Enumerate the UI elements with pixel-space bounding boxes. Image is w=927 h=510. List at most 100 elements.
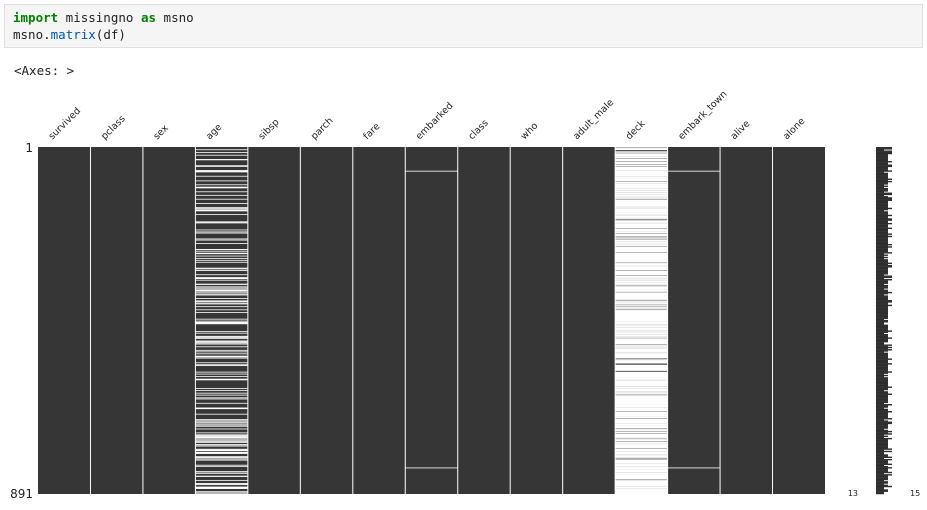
sparkline-bar bbox=[876, 371, 892, 373]
missing-line bbox=[195, 340, 248, 342]
sparkline-bar bbox=[876, 152, 892, 155]
sparkline-bar bbox=[876, 178, 892, 180]
sparkline-bar bbox=[876, 189, 888, 191]
missing-line bbox=[615, 479, 668, 481]
sparkline-bar bbox=[876, 241, 888, 244]
missing-line bbox=[615, 386, 668, 387]
missing-line bbox=[615, 149, 668, 151]
sparkline-bar bbox=[876, 155, 888, 157]
sparkline-bar bbox=[876, 442, 888, 444]
missing-line bbox=[615, 261, 668, 263]
sparkline-bar bbox=[876, 329, 888, 331]
sparkline-bar bbox=[876, 450, 892, 453]
sparkline-bar bbox=[876, 172, 888, 175]
sparkline-bar bbox=[876, 176, 888, 178]
sparkline-bar bbox=[876, 353, 888, 356]
missing-line bbox=[615, 390, 668, 392]
column-label-who: who bbox=[519, 120, 541, 142]
sparkline-bar bbox=[876, 164, 892, 166]
function-args: (df) bbox=[95, 27, 126, 42]
sparkline-bar bbox=[876, 311, 888, 314]
missing-line bbox=[615, 180, 668, 182]
missing-line bbox=[195, 253, 248, 255]
sparkline-bar bbox=[876, 368, 888, 371]
missing-line bbox=[615, 155, 668, 157]
sparkline-bar bbox=[876, 454, 888, 456]
sparkline-bar bbox=[876, 213, 888, 215]
missing-line bbox=[195, 186, 248, 188]
sparkline-bar bbox=[876, 206, 888, 208]
missing-line bbox=[195, 318, 248, 320]
missing-line bbox=[195, 198, 248, 200]
missing-line bbox=[195, 434, 248, 436]
column-label-sibsp: sibsp bbox=[256, 117, 281, 142]
sparkline-bar bbox=[876, 440, 888, 442]
sparkline-bar bbox=[876, 236, 888, 239]
sparkline-bar bbox=[876, 400, 888, 402]
sparkline-bar bbox=[876, 175, 888, 177]
sparkline-bar bbox=[876, 229, 888, 232]
sparkline-bar bbox=[876, 433, 892, 435]
missing-line bbox=[615, 163, 668, 165]
missing-line bbox=[615, 391, 668, 393]
missing-line bbox=[615, 186, 668, 188]
sparkline-bar bbox=[876, 325, 888, 328]
missing-line bbox=[195, 213, 248, 215]
sparkline-bar bbox=[876, 366, 888, 369]
sparkline-bar bbox=[876, 343, 884, 345]
column-bar-alone bbox=[772, 147, 825, 494]
code-cell-input[interactable]: import missingno as msno msno.matrix(df) bbox=[4, 4, 923, 48]
missing-line bbox=[195, 257, 248, 259]
sparkline-bar bbox=[876, 462, 888, 464]
sparkline-bar bbox=[876, 364, 888, 366]
sparkline-bar bbox=[876, 386, 892, 388]
missing-line bbox=[195, 413, 248, 415]
sparkline-bar bbox=[876, 392, 888, 394]
missing-line bbox=[667, 467, 721, 469]
sparkline-bar bbox=[876, 227, 892, 230]
missingno-matrix-chart: survived pclass sex age sibsp parch fare embark… bbox=[10, 89, 920, 501]
sparkline-bar bbox=[876, 461, 888, 463]
missing-line bbox=[195, 243, 248, 244]
missing-line bbox=[195, 349, 248, 351]
sparkline-bar bbox=[876, 265, 892, 267]
sparkline-bar bbox=[876, 242, 888, 245]
sparkline-bar bbox=[876, 402, 884, 405]
sparkline-bar bbox=[876, 297, 888, 300]
sparkline-bar bbox=[876, 262, 892, 265]
missing-line bbox=[615, 432, 668, 434]
sparkline-bar bbox=[876, 248, 888, 251]
missing-line bbox=[195, 232, 248, 234]
sparkline-bar bbox=[876, 284, 888, 287]
sparkline-bar bbox=[876, 274, 884, 276]
missing-line bbox=[195, 357, 248, 359]
sparkline-bar bbox=[876, 267, 888, 269]
missing-line bbox=[195, 277, 248, 278]
sparkline-bar bbox=[876, 471, 892, 474]
sparkline-bar bbox=[876, 243, 892, 246]
sparkline-bar bbox=[876, 184, 884, 186]
sparkline-bar bbox=[876, 436, 884, 439]
missing-line bbox=[615, 468, 668, 470]
missing-line bbox=[615, 472, 668, 473]
missing-line bbox=[615, 350, 668, 352]
missing-line bbox=[195, 343, 248, 345]
missing-line bbox=[615, 401, 668, 403]
missing-line bbox=[615, 377, 668, 378]
missing-line bbox=[615, 347, 668, 349]
missing-line bbox=[615, 160, 668, 162]
sparkline-bar bbox=[876, 354, 888, 357]
missing-line bbox=[615, 169, 668, 171]
sparkline-bar bbox=[876, 319, 888, 322]
sparkline-bar bbox=[876, 335, 888, 337]
sparkline-bar bbox=[876, 196, 888, 198]
missing-line bbox=[615, 267, 668, 269]
sparkline-bar bbox=[876, 345, 888, 348]
sparkline-bar bbox=[876, 239, 888, 241]
column-label-age: age bbox=[204, 122, 224, 142]
sparkline-bar bbox=[876, 492, 884, 495]
missing-line bbox=[195, 261, 248, 263]
sparkline-bar bbox=[876, 269, 888, 272]
missing-line bbox=[615, 450, 668, 452]
missing-line bbox=[615, 440, 668, 442]
